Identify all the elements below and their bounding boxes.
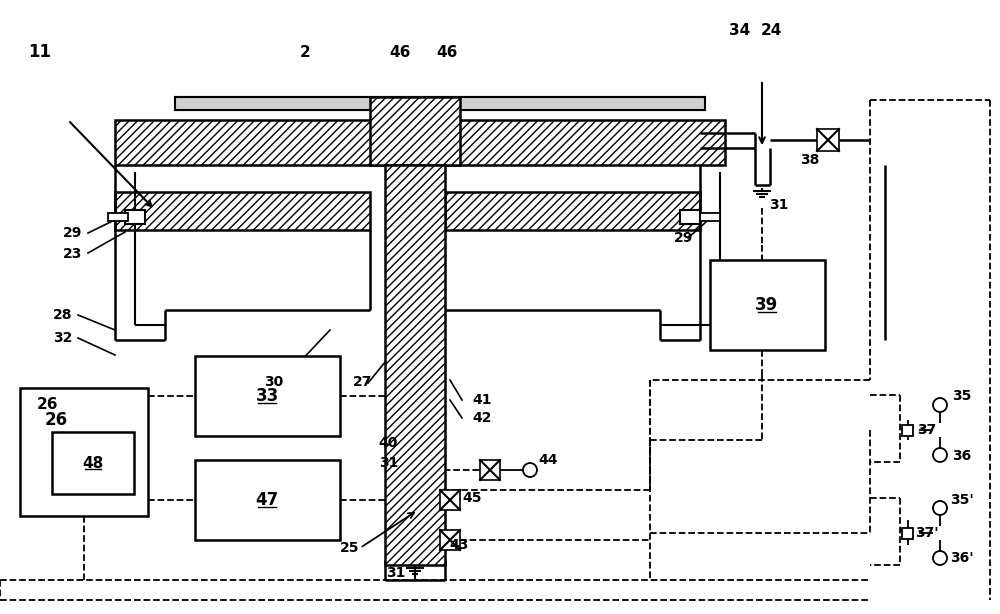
Bar <box>175 97 705 110</box>
Bar <box>710 260 825 350</box>
Text: 35: 35 <box>952 389 972 403</box>
Bar <box>125 210 145 224</box>
Bar <box>195 460 340 540</box>
Bar <box>115 192 370 230</box>
Bar <box>440 530 460 550</box>
Text: 42: 42 <box>472 411 492 425</box>
Text: 29: 29 <box>674 231 694 245</box>
Bar <box>902 424 913 435</box>
Text: 40: 40 <box>379 436 398 450</box>
Bar <box>700 213 720 221</box>
Text: 36': 36' <box>950 551 974 565</box>
Text: 26: 26 <box>44 411 68 429</box>
Bar <box>445 192 700 230</box>
Bar <box>817 129 839 151</box>
Text: 31: 31 <box>386 566 406 580</box>
Text: 36: 36 <box>952 449 972 463</box>
Text: 31: 31 <box>769 198 789 212</box>
Bar <box>195 356 340 436</box>
Bar <box>902 527 913 538</box>
Text: 30: 30 <box>264 375 284 389</box>
Text: 37': 37' <box>915 526 939 540</box>
Text: 41: 41 <box>472 393 492 407</box>
Text: 11: 11 <box>29 43 52 61</box>
Text: 32: 32 <box>53 331 72 345</box>
Text: 47: 47 <box>255 491 279 509</box>
Text: 2: 2 <box>300 44 310 60</box>
Text: 38: 38 <box>800 153 820 167</box>
Text: 24: 24 <box>760 23 782 37</box>
Text: 27: 27 <box>353 375 373 389</box>
Text: 28: 28 <box>53 308 72 322</box>
Text: 37: 37 <box>917 423 937 437</box>
Bar <box>440 490 460 510</box>
Text: 31: 31 <box>379 456 398 470</box>
Text: 26: 26 <box>36 397 58 411</box>
Bar <box>480 460 500 480</box>
Text: 44: 44 <box>538 453 558 467</box>
Bar <box>52 432 134 494</box>
Text: 23: 23 <box>63 247 82 261</box>
Bar <box>20 388 148 516</box>
Text: 48: 48 <box>82 456 104 470</box>
Text: 25: 25 <box>340 541 360 555</box>
Text: 46: 46 <box>436 44 458 60</box>
Bar <box>115 120 725 165</box>
Text: 34: 34 <box>729 23 751 37</box>
Text: 33: 33 <box>255 387 279 405</box>
Text: 29: 29 <box>63 226 82 240</box>
Text: 43: 43 <box>449 538 469 552</box>
Text: 39: 39 <box>755 296 779 314</box>
Bar <box>108 213 128 221</box>
Text: 46: 46 <box>389 44 411 60</box>
Text: 45: 45 <box>462 491 482 505</box>
Bar <box>385 165 445 565</box>
Bar <box>680 210 700 224</box>
Bar <box>370 97 460 165</box>
Text: 35': 35' <box>950 493 974 507</box>
